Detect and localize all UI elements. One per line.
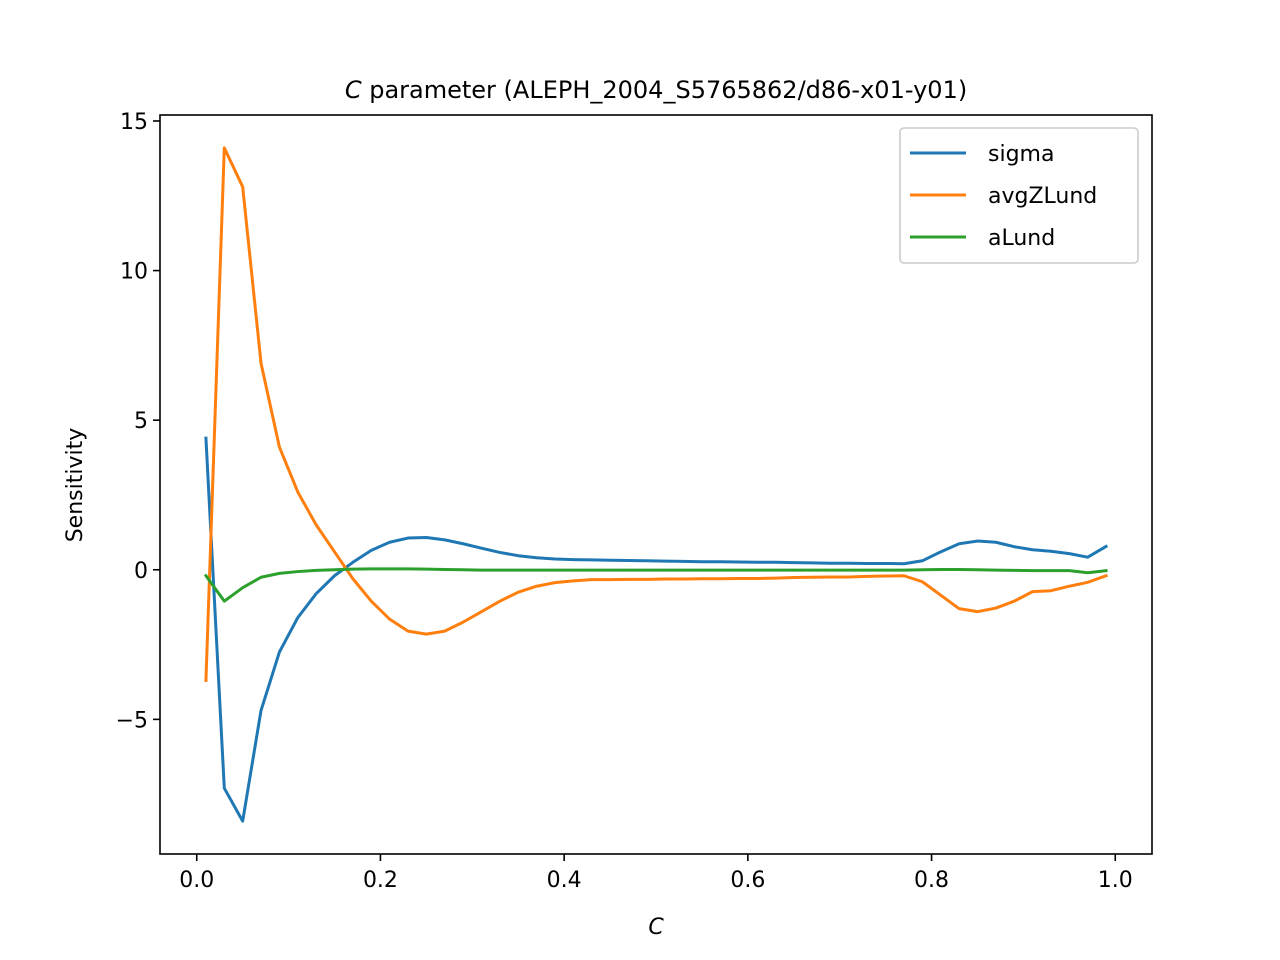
- y-tick-label: 15: [120, 110, 148, 135]
- y-tick-label: 0: [134, 559, 148, 584]
- y-tick-label: 10: [120, 260, 148, 285]
- x-axis: 0.0 0.2 0.4 0.6 0.8 1.0: [179, 854, 1133, 893]
- chart-title-rest: parameter (ALEPH_2004_S5765862/d86-x01-y…: [362, 76, 968, 104]
- x-tick-label: 0.8: [914, 868, 949, 893]
- series-line-sigma: [204, 436, 1109, 823]
- series-line-aLund: [203, 567, 1108, 603]
- x-tick-label: 1.0: [1098, 868, 1133, 893]
- chart-title-variable: C: [345, 76, 362, 104]
- x-axis-label: C: [648, 915, 664, 940]
- series-layer: [203, 146, 1109, 823]
- legend-label-sigma: sigma: [988, 142, 1054, 167]
- y-tick-label: 5: [134, 409, 148, 434]
- legend-label-avgZLund: avgZLund: [988, 184, 1097, 209]
- x-tick-label: 0.2: [363, 868, 398, 893]
- plot-frame: [159, 114, 1153, 855]
- legend: sigma avgZLund aLund: [899, 127, 1139, 264]
- legend-label-aLund: aLund: [988, 226, 1055, 251]
- y-tick-label: −5: [116, 708, 148, 733]
- series-line-avgZLund: [204, 146, 1108, 683]
- y-axis: 15 10 5 0 −5: [116, 110, 160, 733]
- x-tick-label: 0.6: [730, 868, 765, 893]
- legend-box: [899, 127, 1139, 264]
- y-axis-label: Sensitivity: [63, 428, 88, 543]
- x-tick-label: 0.4: [547, 868, 582, 893]
- x-tick-label: 0.0: [179, 868, 214, 893]
- chart-title: C parameter (ALEPH_2004_S5765862/d86-x01…: [345, 76, 967, 104]
